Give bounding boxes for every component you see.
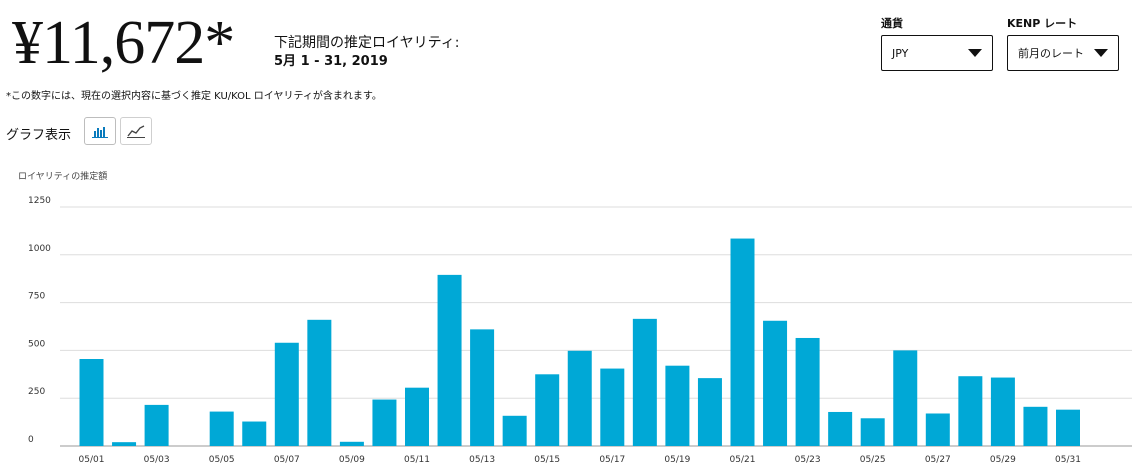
chevron-down-icon <box>1094 49 1108 57</box>
x-tick-label: 05/17 <box>599 455 625 465</box>
bar[interactable] <box>470 329 495 446</box>
x-tick-label: 05/21 <box>730 455 756 465</box>
currency-label: 通貨 <box>881 17 903 30</box>
bar[interactable] <box>437 274 462 446</box>
kenp-rate-label: KENP レート <box>1007 17 1078 30</box>
bar[interactable] <box>893 350 918 446</box>
bar[interactable] <box>274 342 299 446</box>
period-summary: 下記期間の推定ロイヤリティ: 5月 1 - 31, 2019 <box>274 34 459 72</box>
x-tick-label: 05/03 <box>144 455 170 465</box>
bar[interactable] <box>730 238 755 446</box>
x-tick-label: 05/23 <box>795 455 821 465</box>
x-tick-label: 05/11 <box>404 455 430 465</box>
y-tick-label: 1250 <box>28 196 51 206</box>
bar[interactable] <box>600 368 625 446</box>
bar[interactable] <box>665 365 690 446</box>
kenp-rate-value: 前月のレート <box>1018 47 1084 60</box>
x-tick-label: 05/25 <box>860 455 886 465</box>
bar[interactable] <box>795 337 820 446</box>
kenp-rate-dropdown[interactable]: 前月のレート <box>1007 35 1119 71</box>
royalty-footnote: *この数字には、現在の選択内容に基づく推定 KU/KOL ロイヤリティが含まれま… <box>6 91 382 102</box>
bar[interactable] <box>632 318 657 446</box>
currency-value: JPY <box>892 46 909 60</box>
bar[interactable] <box>535 374 560 446</box>
period-value: 5月 1 - 31, 2019 <box>274 54 388 69</box>
y-tick-label: 1000 <box>28 244 51 254</box>
bar[interactable] <box>1023 406 1048 446</box>
x-tick-label: 05/07 <box>274 455 300 465</box>
x-tick-label: 05/31 <box>1055 455 1081 465</box>
y-axis-title: ロイヤリティの推定額 <box>18 172 108 182</box>
bar[interactable] <box>209 411 234 446</box>
bar[interactable] <box>307 319 332 446</box>
x-tick-label: 05/05 <box>209 455 235 465</box>
currency-control: 通貨 JPY <box>881 17 993 71</box>
bar[interactable] <box>567 350 592 446</box>
x-tick-label: 05/01 <box>79 455 105 465</box>
bar-chart-view-button[interactable] <box>84 117 116 145</box>
bar[interactable] <box>502 415 527 446</box>
estimated-royalty-total: ¥11,672* <box>12 9 235 77</box>
bar[interactable] <box>112 442 137 446</box>
x-tick-label: 05/13 <box>469 455 495 465</box>
x-tick-label: 05/29 <box>990 455 1016 465</box>
currency-dropdown[interactable]: JPY <box>881 35 993 71</box>
y-tick-label: 750 <box>28 292 45 302</box>
bar[interactable] <box>697 378 722 446</box>
x-tick-label: 05/19 <box>664 455 690 465</box>
chevron-down-icon <box>968 49 982 57</box>
bar[interactable] <box>860 418 885 446</box>
bar[interactable] <box>763 320 788 446</box>
bar[interactable] <box>242 421 267 446</box>
bar[interactable] <box>1056 409 1080 446</box>
period-label: 下記期間の推定ロイヤリティ: <box>274 35 460 51</box>
bar[interactable] <box>990 377 1015 446</box>
royalty-bar-chart: 0 250 500 750 1000 1250 05/01 05/03 05/05 05/07 05… <box>28 196 1132 465</box>
graph-view-label: グラフ表示 <box>6 128 72 143</box>
x-tick-label: 05/15 <box>534 455 560 465</box>
bar[interactable] <box>79 359 104 446</box>
bar[interactable] <box>144 404 169 446</box>
kenp-rate-control: KENP レート 前月のレート <box>1007 17 1119 71</box>
bar[interactable] <box>958 376 983 446</box>
bar[interactable] <box>925 413 950 446</box>
line-chart-view-button[interactable] <box>120 117 152 145</box>
y-tick-label: 250 <box>28 387 45 397</box>
bar[interactable] <box>405 387 429 446</box>
bar[interactable] <box>372 399 397 446</box>
bar[interactable] <box>828 411 853 446</box>
bar-chart-icon <box>92 126 108 138</box>
bar[interactable] <box>339 441 364 446</box>
line-chart-icon <box>127 124 145 138</box>
x-tick-label: 05/09 <box>339 455 365 465</box>
x-tick-label: 05/27 <box>925 455 951 465</box>
y-tick-label: 500 <box>28 339 45 349</box>
y-tick-label: 0 <box>28 435 34 445</box>
